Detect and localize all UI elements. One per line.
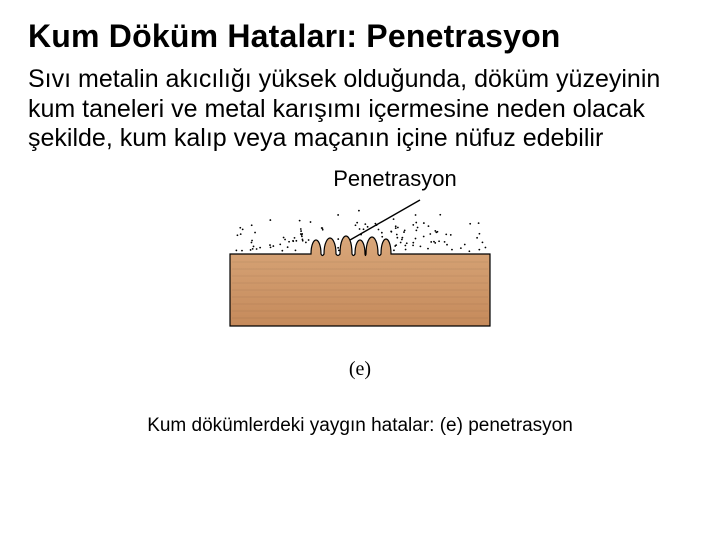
penetration-diagram: Penetrasyon (e) — [28, 166, 692, 381]
figure-caption: Kum dökümlerdeki yaygın hatalar: (e) pen… — [28, 415, 692, 437]
subfigure-label: (e) — [349, 358, 371, 381]
body-paragraph: Sıvı metalin akıcılığı yüksek olduğunda,… — [28, 65, 692, 154]
penetration-svg — [220, 194, 500, 334]
diagram-label: Penetrasyon — [333, 166, 457, 192]
page-title: Kum Döküm Hataları: Penetrasyon — [28, 18, 692, 55]
